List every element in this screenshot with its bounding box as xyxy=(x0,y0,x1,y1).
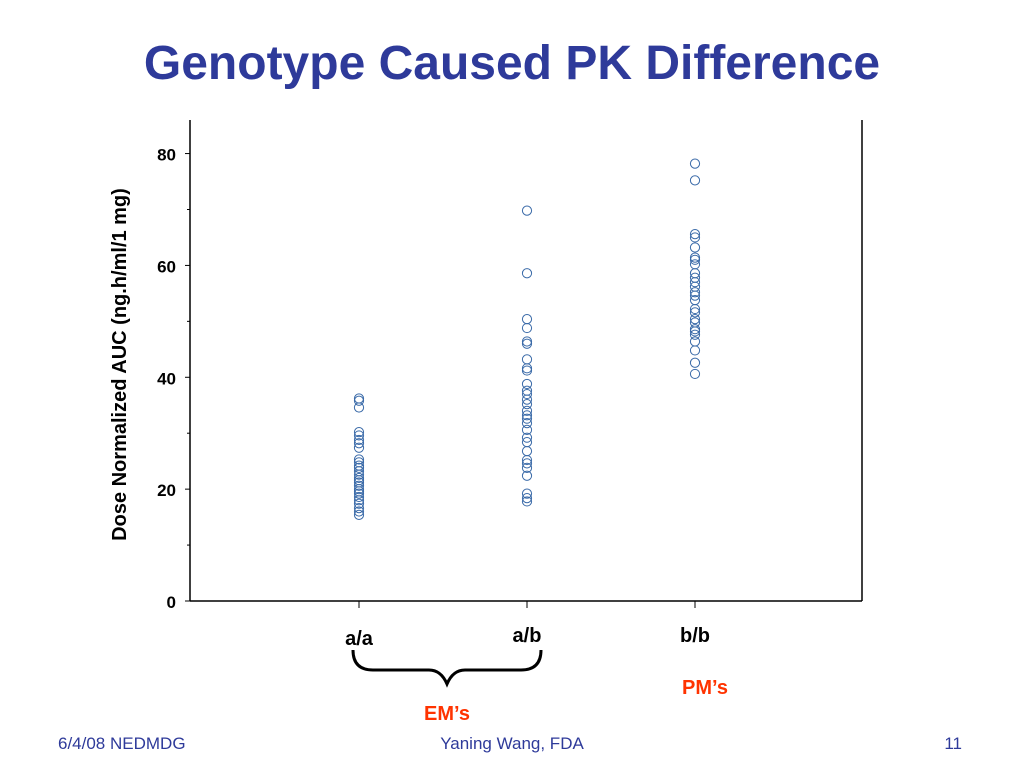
data-point xyxy=(521,492,533,504)
chart-axes xyxy=(185,120,863,608)
data-point xyxy=(521,458,533,469)
data-point xyxy=(521,394,533,405)
data-point xyxy=(521,424,533,435)
data-point xyxy=(353,434,365,446)
data-point xyxy=(521,470,533,481)
data-point xyxy=(353,430,365,441)
data-point xyxy=(689,357,701,368)
data-point xyxy=(521,336,533,347)
data-point xyxy=(689,287,701,298)
data-point xyxy=(521,418,533,429)
data-point xyxy=(689,242,701,253)
data-point xyxy=(353,442,365,453)
data-point xyxy=(689,252,701,263)
data-point xyxy=(521,338,533,349)
data-point xyxy=(353,486,365,497)
data-point xyxy=(689,228,701,240)
data-point xyxy=(689,254,701,265)
data-point xyxy=(353,462,365,473)
data-point xyxy=(521,388,533,400)
data-point xyxy=(521,322,533,334)
data-point xyxy=(521,462,533,473)
data-point xyxy=(353,475,365,486)
data-point xyxy=(521,410,533,421)
data-point xyxy=(689,314,701,325)
data-point xyxy=(353,454,365,465)
data-point xyxy=(689,324,701,335)
data-point xyxy=(521,205,533,216)
data-point xyxy=(353,484,365,495)
data-point xyxy=(521,363,533,374)
data-point xyxy=(521,314,533,325)
x-category-label: a/b xyxy=(513,625,542,647)
data-point xyxy=(353,469,365,480)
x-category-label: a/a xyxy=(345,628,374,650)
data-point xyxy=(689,175,701,186)
footer-author: Yaning Wang, FDA xyxy=(440,734,584,753)
data-point xyxy=(521,399,533,410)
x-category-label: b/b xyxy=(680,625,710,647)
data-point xyxy=(521,378,533,390)
data-point xyxy=(521,268,533,279)
data-point xyxy=(521,413,533,424)
data-point xyxy=(353,509,365,520)
data-point xyxy=(353,438,365,449)
data-point xyxy=(689,307,701,318)
data-point xyxy=(353,426,365,438)
y-tick-label: 40 xyxy=(157,369,176,388)
data-point xyxy=(353,393,365,404)
data-point xyxy=(353,506,365,517)
data-point xyxy=(689,232,701,243)
data-point xyxy=(689,336,701,347)
y-tick-label: 60 xyxy=(157,257,176,276)
data-point xyxy=(353,488,365,499)
chart-labels: 0 20 40 60 80 Dose Normalized AUC (ng.h/ml/1 … xyxy=(109,146,728,725)
em-annotation: EM’s xyxy=(424,703,470,725)
em-brace xyxy=(351,649,543,688)
data-point xyxy=(689,290,701,301)
data-point xyxy=(521,365,533,376)
y-tick-label: 80 xyxy=(157,146,176,165)
data-point xyxy=(353,472,365,484)
data-point xyxy=(521,405,533,416)
data-point xyxy=(353,402,365,413)
data-point xyxy=(521,432,533,443)
y-axis-title: Dose Normalized AUC (ng.h/ml/1 mg) xyxy=(109,188,131,541)
data-point xyxy=(689,326,701,337)
footer-date-event: 6/4/08 NEDMDG xyxy=(58,734,186,753)
data-point xyxy=(353,495,365,506)
y-tick-label: 0 xyxy=(167,593,176,612)
data-point xyxy=(353,491,365,503)
data-point xyxy=(689,345,701,356)
data-point xyxy=(353,480,365,491)
pm-annotation: PM’s xyxy=(682,677,728,699)
data-point xyxy=(689,368,701,380)
data-point xyxy=(521,488,533,499)
data-point xyxy=(521,354,533,365)
data-point xyxy=(689,303,701,315)
data-point xyxy=(521,446,533,457)
data-point xyxy=(521,496,533,507)
data-point xyxy=(689,158,701,169)
data-point xyxy=(353,503,365,514)
chart-points xyxy=(353,158,701,520)
data-point xyxy=(689,329,701,340)
slide-title: Genotype Caused PK Difference xyxy=(143,37,881,90)
data-point xyxy=(353,395,365,406)
y-tick-label: 20 xyxy=(157,481,176,500)
footer-page-number: 11 xyxy=(944,734,962,753)
data-point xyxy=(521,454,533,466)
data-point xyxy=(689,277,701,288)
data-point xyxy=(353,498,365,509)
